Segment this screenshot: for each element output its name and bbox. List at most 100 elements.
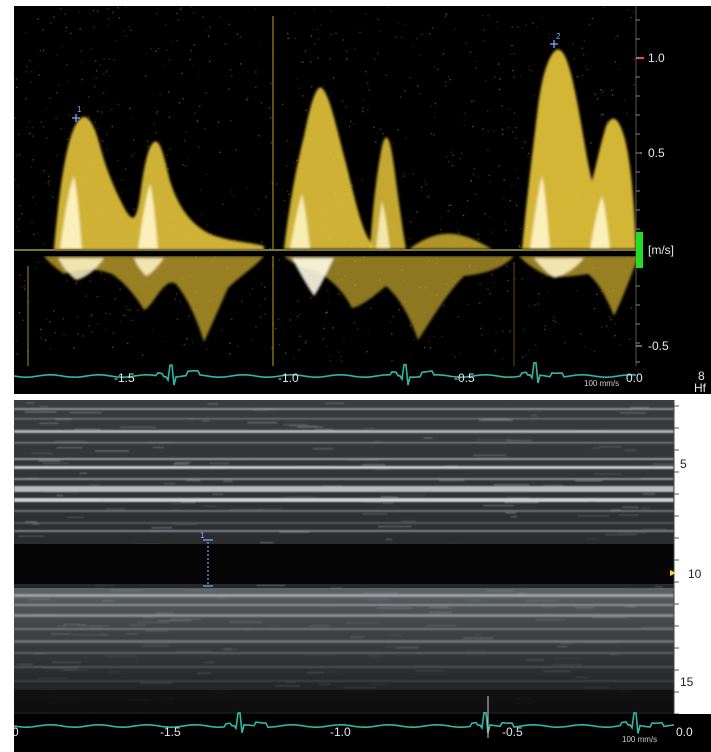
speckle-dot (141, 354, 144, 356)
speckle-dot (112, 346, 114, 348)
speckle-dot (264, 298, 266, 300)
speckle-dot (240, 63, 242, 65)
speckle-dot (109, 313, 111, 315)
speckle-dot (82, 112, 85, 114)
speckle-dot (188, 315, 190, 317)
speckle-dot (16, 353, 18, 355)
speckle-dot (106, 8, 109, 10)
time-label-1-0: -1.0 (278, 371, 299, 385)
tissue-speckle (148, 531, 160, 533)
tissue-speckle (119, 426, 156, 428)
speckle-dot (330, 91, 332, 93)
speckle-dot (246, 187, 248, 189)
tissue-stripe (14, 498, 674, 502)
speckle-dot (528, 152, 530, 155)
speckle-dot (108, 18, 110, 20)
speckle-dot (409, 221, 412, 223)
speckle-dot (18, 154, 21, 156)
speckle-dot (22, 319, 24, 321)
speckle-dot (29, 132, 31, 135)
speckle-dot (106, 149, 108, 151)
speckle-dot (299, 313, 301, 315)
speckle-dot (485, 80, 487, 82)
speckle-dot (501, 128, 503, 131)
speckle-dot (481, 14, 484, 17)
speckle-dot (332, 77, 335, 79)
speckle-dot (553, 316, 555, 318)
speckle-dot (112, 332, 115, 335)
time-label-0-0: 0.0 (626, 371, 643, 385)
depth-scale: 5 10 15 (670, 400, 702, 730)
speckle-dot (133, 208, 135, 211)
speckle-dot (504, 223, 506, 225)
speckle-dot (89, 277, 92, 279)
tissue-speckle (642, 493, 655, 495)
speckle-dot (98, 64, 101, 66)
tissue-speckle (385, 538, 393, 540)
speckle-dot (354, 321, 356, 324)
mm-time-label-0-5: -0.5 (502, 725, 523, 739)
speckle-dot (67, 138, 69, 140)
speckle-dot (338, 293, 340, 295)
speckle-dot (28, 120, 31, 123)
speckle-dot (197, 78, 199, 81)
tissue-speckle (510, 516, 518, 518)
speckle-dot (293, 38, 295, 40)
speckle-dot (103, 58, 105, 60)
speckle-dot (208, 35, 210, 37)
speckle-dot (133, 152, 136, 154)
focus-pointer-icon (670, 570, 676, 576)
speckle-dot (491, 274, 493, 276)
speckle-dot (181, 72, 183, 75)
speckle-dot (467, 200, 469, 202)
speckle-dot (487, 15, 489, 17)
speckle-dot (97, 127, 99, 129)
speckle-dot (600, 326, 603, 328)
speckle-dot (259, 44, 261, 47)
speckle-dot (463, 112, 466, 115)
speckle-dot (341, 117, 343, 120)
speckle-dot (156, 111, 159, 113)
speckle-dot (95, 77, 97, 79)
tissue-speckle (55, 418, 72, 420)
speckle-dot (328, 300, 331, 303)
tissue-speckle (187, 418, 194, 419)
speckle-dot (224, 43, 227, 45)
speckle-dot (233, 239, 236, 241)
speckle-dot (418, 54, 421, 56)
speckle-dot (412, 339, 415, 341)
speckle-dot (119, 288, 121, 290)
tissue-speckle (25, 477, 39, 479)
speckle-dot (18, 133, 20, 136)
tissue-speckle (89, 484, 101, 486)
speckle-dot (346, 58, 348, 61)
tissue-speckle (298, 467, 332, 469)
speckle-dot (534, 304, 536, 306)
speckle-dot (469, 179, 472, 181)
m-mode-time-axis: 0 -1.5 -1.0 -0.5 0.0 100 mm/s (14, 725, 693, 744)
speckle-dot (258, 135, 260, 137)
speckle-dot (96, 10, 99, 12)
speckle-dot (479, 283, 481, 286)
speckle-dot (91, 331, 93, 333)
speckle-dot (80, 50, 83, 52)
depth-label-5: 5 (680, 457, 687, 471)
depth-label-10: 10 (688, 567, 702, 581)
speckle-dot (447, 75, 450, 78)
speckle-dot (40, 337, 42, 339)
speckle-dot (326, 345, 328, 348)
speckle-dot (431, 27, 434, 29)
speckle-dot (314, 43, 316, 45)
speckle-dot (583, 40, 586, 42)
tissue-stripe (14, 430, 674, 433)
speckle-dot (633, 11, 635, 13)
speckle-dot (269, 116, 272, 119)
speckle-dot (593, 350, 596, 352)
speckle-dot (254, 8, 257, 10)
speckle-dot (150, 48, 152, 50)
speckle-dot (377, 18, 379, 21)
speckle-dot (323, 84, 325, 87)
tissue-speckle (209, 462, 229, 464)
tissue-speckle (482, 505, 514, 507)
speckle-dot (124, 168, 127, 170)
